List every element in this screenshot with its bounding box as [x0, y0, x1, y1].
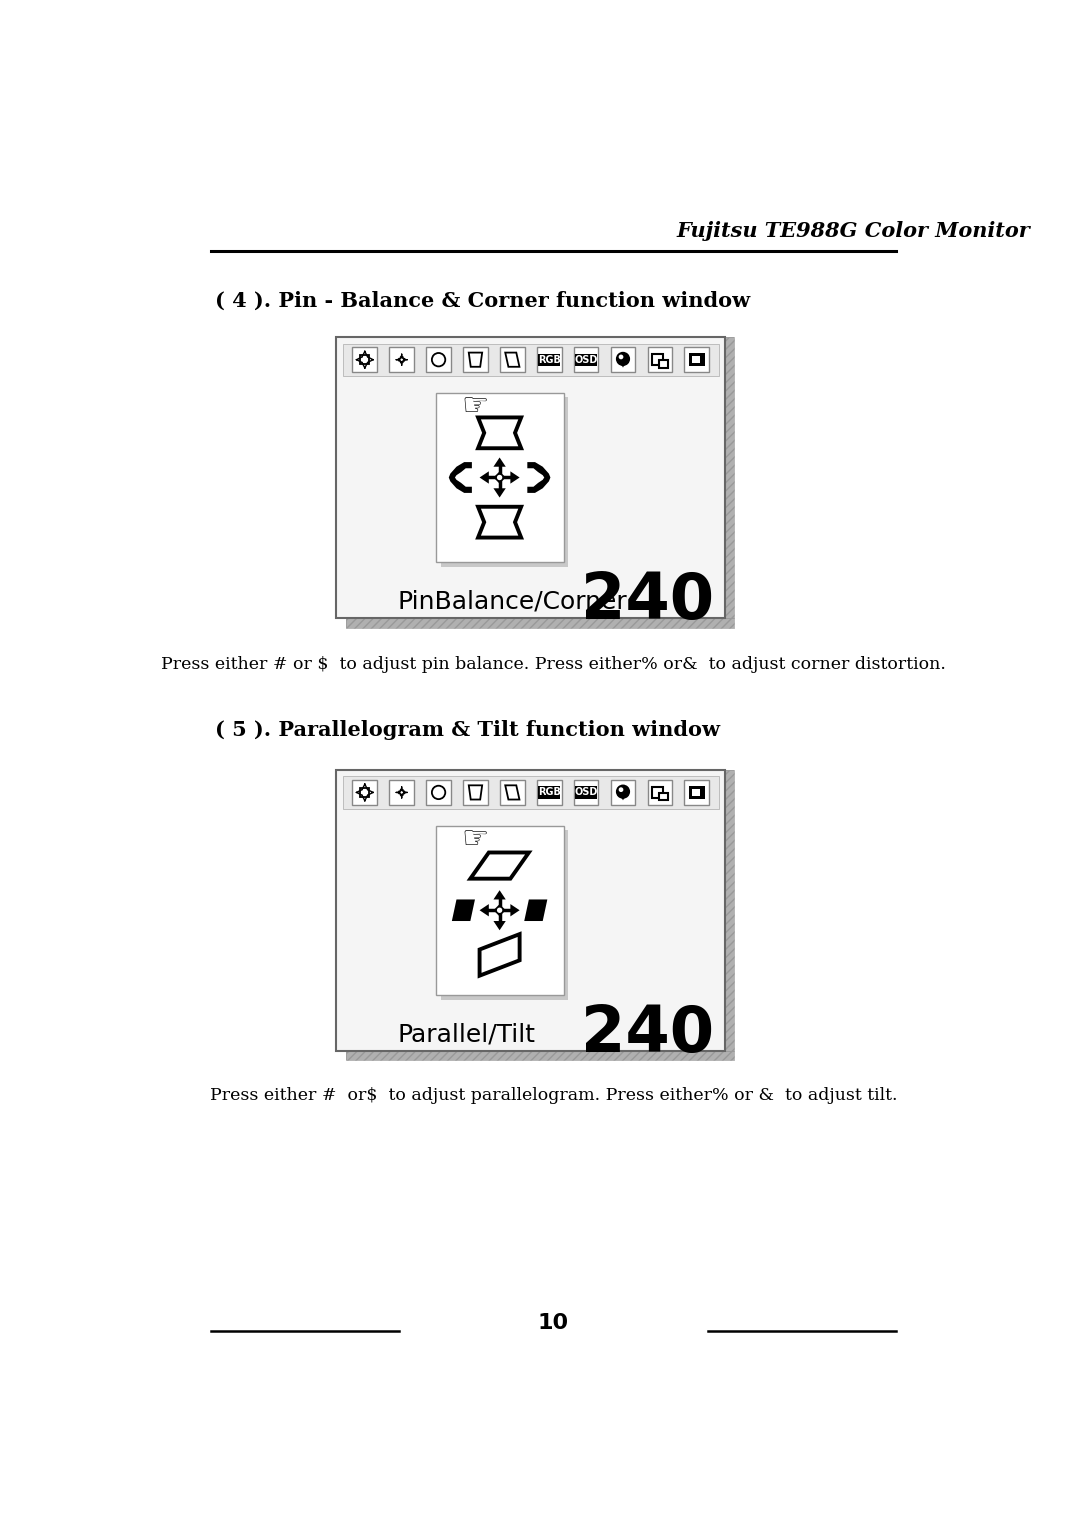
Bar — [436, 825, 564, 995]
Bar — [436, 393, 564, 562]
Bar — [336, 338, 725, 619]
Text: PinBalance/Corner: PinBalance/Corner — [397, 590, 627, 613]
Polygon shape — [511, 905, 519, 917]
Bar — [539, 353, 561, 365]
Bar — [610, 347, 635, 371]
Bar — [390, 781, 414, 805]
Polygon shape — [620, 362, 626, 368]
Bar — [346, 619, 734, 628]
Bar — [573, 781, 598, 805]
Text: Press either #  or$  to adjust parallelogram. Press either% or &  to adjust tilt: Press either # or$ to adjust parallelogr… — [210, 1088, 897, 1105]
Text: ( 5 ). Parallelogram & Tilt function window: ( 5 ). Parallelogram & Tilt function win… — [215, 720, 719, 740]
Bar — [648, 347, 672, 371]
Text: Fujitsu TE988G Color Monitor: Fujitsu TE988G Color Monitor — [677, 222, 1030, 241]
Text: RGB: RGB — [538, 787, 561, 798]
Polygon shape — [494, 921, 505, 931]
Text: 240: 240 — [581, 1004, 714, 1065]
Bar — [725, 770, 734, 1051]
Bar — [346, 619, 734, 628]
Bar — [352, 781, 377, 805]
Bar — [463, 781, 488, 805]
Bar — [689, 785, 704, 799]
Bar — [691, 788, 700, 796]
Bar — [691, 356, 700, 364]
Bar — [500, 347, 525, 371]
Bar — [685, 781, 710, 805]
Text: ☞: ☞ — [462, 393, 489, 422]
Bar — [610, 781, 635, 805]
Polygon shape — [494, 891, 505, 900]
Bar — [352, 347, 377, 371]
Bar — [441, 830, 568, 999]
Bar — [441, 397, 568, 567]
Bar — [427, 781, 450, 805]
Polygon shape — [480, 471, 489, 484]
Bar — [427, 347, 450, 371]
Bar — [361, 356, 369, 364]
Polygon shape — [494, 905, 505, 917]
Text: 240: 240 — [581, 570, 714, 633]
Circle shape — [497, 475, 502, 480]
Bar — [342, 776, 719, 808]
Bar — [576, 353, 597, 365]
Bar — [689, 353, 704, 367]
Bar — [500, 781, 525, 805]
Text: Press either # or $  to adjust pin balance. Press either% or&  to adjust corner : Press either # or $ to adjust pin balanc… — [161, 656, 946, 674]
Text: Parallel/Tilt: Parallel/Tilt — [397, 1022, 536, 1047]
Bar — [537, 347, 562, 371]
Text: OSD: OSD — [575, 787, 598, 798]
Text: RGB: RGB — [538, 354, 561, 365]
Bar — [537, 781, 562, 805]
Polygon shape — [451, 900, 475, 921]
Bar — [725, 338, 734, 619]
Polygon shape — [480, 905, 489, 917]
Text: ☞: ☞ — [462, 825, 489, 854]
Polygon shape — [620, 795, 626, 801]
Bar — [685, 347, 710, 371]
Bar — [652, 787, 663, 798]
Bar — [539, 787, 561, 799]
Bar — [725, 338, 734, 619]
Bar — [346, 1051, 734, 1060]
Circle shape — [497, 908, 502, 912]
Polygon shape — [524, 900, 548, 921]
Polygon shape — [511, 471, 519, 484]
Text: 10: 10 — [538, 1313, 569, 1332]
Circle shape — [616, 784, 630, 799]
Bar — [390, 347, 414, 371]
Polygon shape — [449, 461, 472, 494]
Text: ( 4 ). Pin - Balance & Corner function window: ( 4 ). Pin - Balance & Corner function w… — [215, 290, 750, 310]
Polygon shape — [494, 457, 505, 466]
Bar — [576, 787, 597, 799]
Polygon shape — [527, 461, 551, 494]
Bar — [342, 344, 719, 376]
Bar — [336, 770, 725, 1051]
Bar — [648, 781, 672, 805]
Circle shape — [619, 354, 623, 359]
Polygon shape — [494, 471, 505, 484]
Bar — [725, 770, 734, 1051]
Bar — [361, 788, 369, 796]
Bar — [659, 793, 667, 801]
Bar — [652, 354, 663, 365]
Bar — [573, 347, 598, 371]
Bar — [346, 1051, 734, 1060]
Polygon shape — [494, 489, 505, 498]
Circle shape — [616, 351, 630, 367]
Bar — [659, 361, 667, 368]
Bar — [463, 347, 488, 371]
Text: OSD: OSD — [575, 354, 598, 365]
Circle shape — [619, 787, 623, 792]
